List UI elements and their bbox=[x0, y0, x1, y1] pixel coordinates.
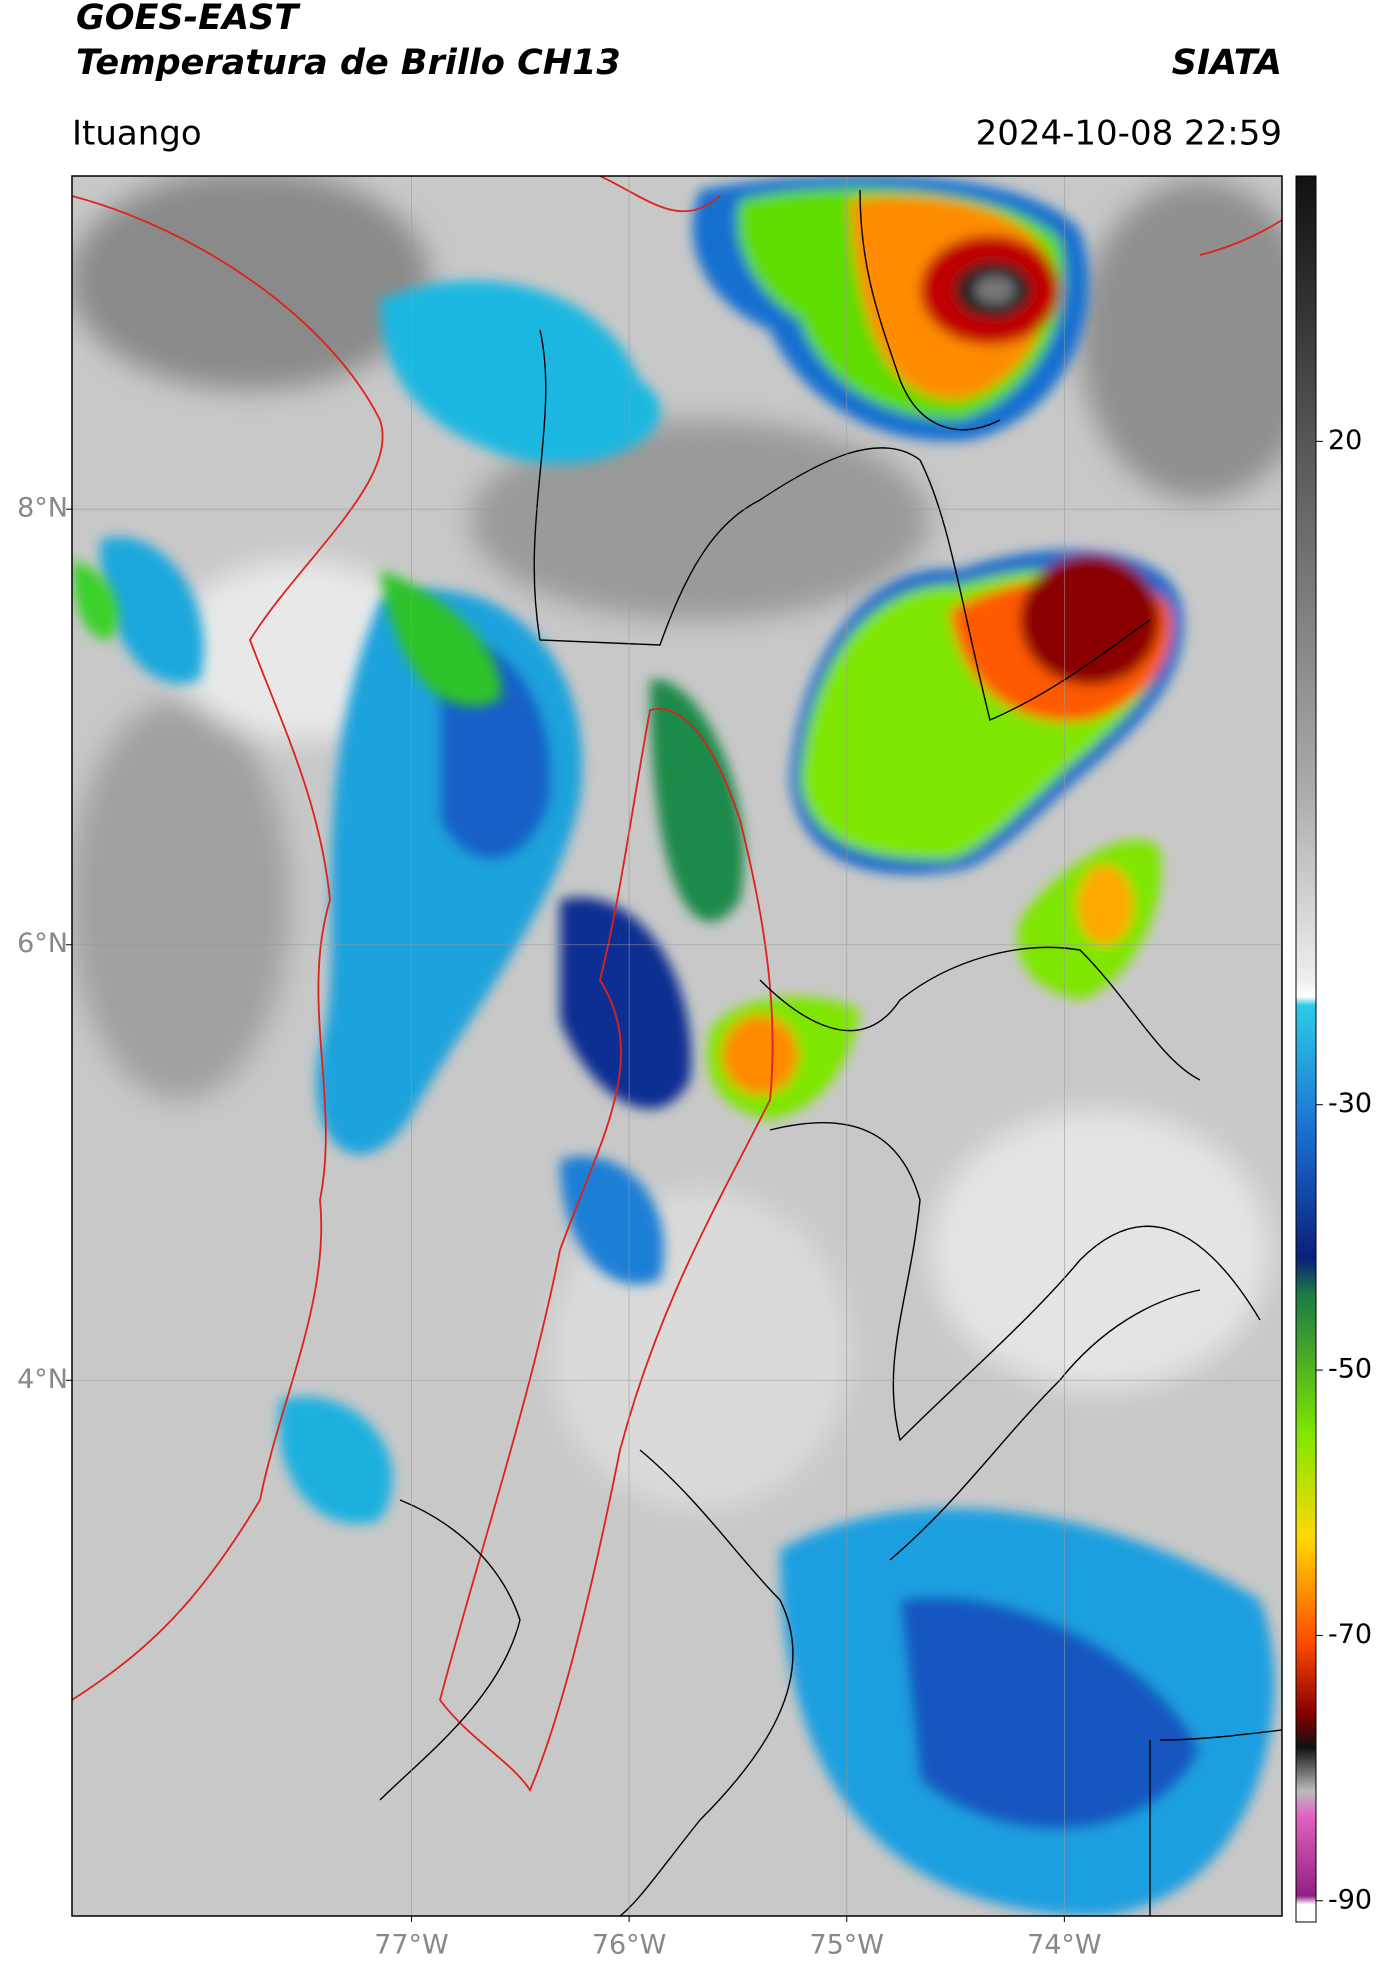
location: Ituango bbox=[72, 114, 202, 154]
x-tick-label: 77°W bbox=[374, 1930, 449, 1961]
title: GOES-EAST bbox=[76, 0, 301, 38]
timestamp: 2024-10-08 22:59 bbox=[976, 114, 1282, 154]
colorbar-tick-label: 20 bbox=[1328, 425, 1362, 456]
x-tick-label: 74°W bbox=[1027, 1930, 1102, 1961]
y-tick-label: 4°N bbox=[17, 1364, 68, 1395]
colorbar bbox=[1295, 175, 1317, 1923]
colorbar-tick-label: -90 bbox=[1328, 1884, 1372, 1915]
colorbar-tick-label: -30 bbox=[1328, 1088, 1372, 1119]
map-grid bbox=[72, 176, 1282, 1916]
colorbar-tick-label: -70 bbox=[1328, 1619, 1372, 1650]
brand: SIATA bbox=[1172, 43, 1282, 83]
map-frame bbox=[71, 175, 1283, 1917]
x-tick-label: 76°W bbox=[592, 1930, 667, 1961]
colorbar-tick-label: -50 bbox=[1328, 1354, 1372, 1385]
x-tick-label: 75°W bbox=[809, 1930, 884, 1961]
y-tick-label: 6°N bbox=[17, 928, 68, 959]
map-imagery bbox=[72, 176, 1282, 1916]
subtitle: Temperatura de Brillo CH13 bbox=[76, 43, 621, 83]
y-tick-label: 8°N bbox=[17, 493, 68, 524]
